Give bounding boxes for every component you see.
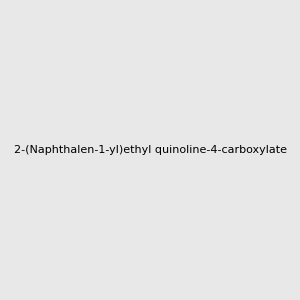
Text: 2-(Naphthalen-1-yl)ethyl quinoline-4-carboxylate: 2-(Naphthalen-1-yl)ethyl quinoline-4-car… [14, 145, 286, 155]
